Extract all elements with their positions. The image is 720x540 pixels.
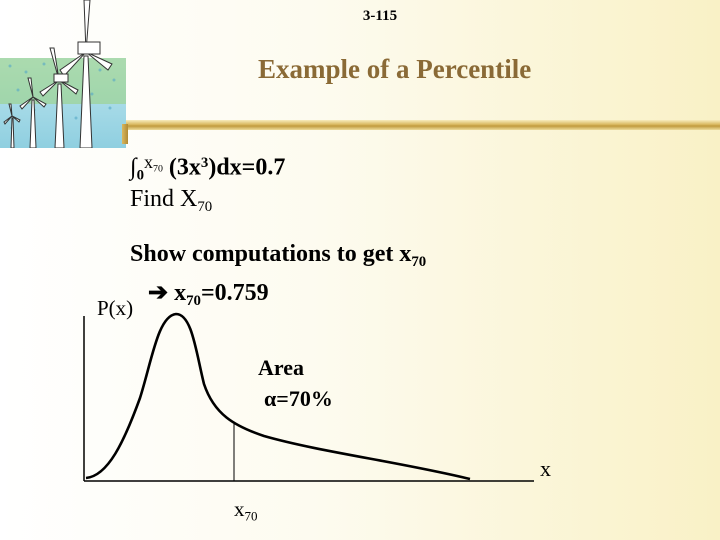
- density-curve: [85, 312, 471, 481]
- show-sub: 70: [411, 254, 427, 271]
- show-text: Show computations to get x: [130, 241, 412, 267]
- slide-number: 3-115: [362, 8, 398, 24]
- slide-title: Example of a Percentile: [258, 54, 532, 84]
- integral-lower-limit: 0: [136, 167, 145, 184]
- find-sub: 70: [197, 199, 213, 216]
- x70-marker-label: x70: [234, 497, 258, 525]
- x-axis-label: x: [540, 456, 551, 481]
- integrand-end: )dx=0.7: [208, 154, 286, 181]
- alpha-label: α=70%: [264, 386, 333, 412]
- integral-symbol: ∫: [130, 154, 137, 181]
- integrand-exponent: 3: [200, 154, 209, 171]
- integral-equation: ∫0x70 (3x3)dx=0.7: [130, 152, 285, 185]
- title-divider-rule: [126, 120, 720, 130]
- integral-upper-limit: x: [144, 152, 154, 172]
- result-sub: 70: [186, 293, 201, 310]
- result-value: =0.759: [200, 280, 269, 306]
- title-divider-stub: [122, 124, 128, 144]
- x70-sub: 70: [244, 508, 258, 524]
- result-line: ➔ x70=0.759: [148, 278, 269, 310]
- alpha-symbol: α: [264, 386, 277, 411]
- show-computations-line: Show computations to get x70: [130, 241, 426, 271]
- integral-upper-limit-sub: 70: [153, 163, 163, 175]
- windmill-logo-image: [0, 0, 126, 148]
- find-text: Find X: [130, 186, 198, 212]
- alpha-value: =70%: [276, 386, 333, 411]
- integrand-start: (3x: [168, 154, 201, 181]
- find-instruction: Find X70: [130, 186, 212, 216]
- x70-var: x: [234, 497, 245, 521]
- area-label: Area: [258, 355, 305, 380]
- y-axis-label: P(x): [97, 296, 134, 320]
- arrow-icon: ➔: [148, 280, 169, 306]
- result-var: x: [174, 280, 187, 306]
